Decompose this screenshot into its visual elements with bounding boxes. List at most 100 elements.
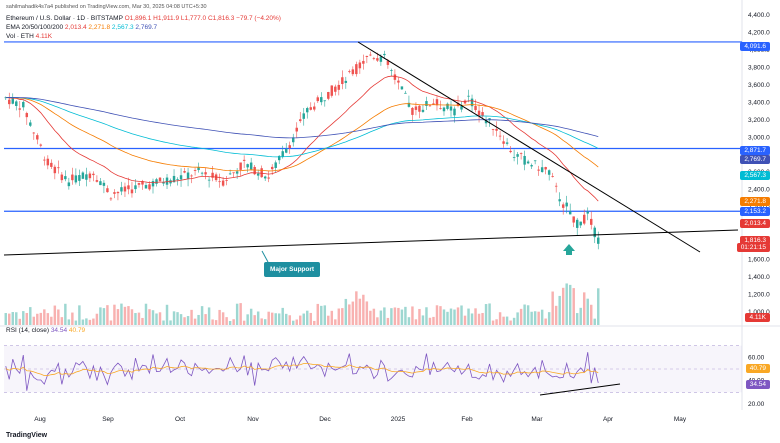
symbol-name[interactable]: Ethereum / U.S. Dollar · 1D · BITSTAMP <box>6 15 123 22</box>
descending-trendline <box>357 41 701 253</box>
candle-body <box>246 164 249 168</box>
candle-body <box>158 177 162 182</box>
volume-bar <box>442 309 446 325</box>
volume-bar <box>281 307 284 325</box>
candle-body <box>449 106 453 111</box>
candle-body <box>327 91 330 99</box>
candle-body <box>590 218 593 225</box>
volume-bar <box>11 312 14 325</box>
candle-body <box>516 154 519 157</box>
candle-body <box>365 55 369 57</box>
volume-bar <box>25 312 29 325</box>
volume-bar <box>29 307 32 325</box>
volume-bar <box>211 319 214 325</box>
time-tick: 2025 <box>391 416 406 423</box>
volume-bar <box>92 318 95 325</box>
price-tick: 3,200.0 <box>748 117 770 124</box>
candle-body <box>225 180 228 181</box>
candle-body <box>379 56 383 62</box>
volume-bar <box>120 303 123 325</box>
volume-bar <box>344 298 348 325</box>
volume-bar <box>446 311 449 325</box>
candle-body <box>183 171 186 173</box>
volume-bar <box>193 318 197 325</box>
volume-bar <box>32 316 36 325</box>
volume-bar <box>327 315 330 325</box>
rsi-legend[interactable]: RSI (14, close) 34.54 40.79 <box>6 327 85 334</box>
candle-body <box>453 108 456 116</box>
volume-bar <box>232 319 235 325</box>
volume-bar <box>214 320 218 325</box>
candle-body <box>358 62 362 69</box>
rsi-divergence-line <box>539 383 621 396</box>
volume-bar <box>260 318 263 325</box>
candle-body <box>232 172 235 174</box>
price-tick: 1,400.0 <box>748 274 770 281</box>
candle-body <box>533 160 537 162</box>
candle-body <box>341 77 344 85</box>
candle-body <box>22 101 25 108</box>
volume-bar <box>397 307 400 325</box>
volume-legend[interactable]: Vol · ETH 4.11K <box>6 32 52 41</box>
candle-body <box>572 216 575 223</box>
candle-body <box>11 98 14 104</box>
candle-body <box>36 135 39 140</box>
volume-bar <box>71 312 74 325</box>
candle-body <box>176 179 179 180</box>
volume-bar <box>351 301 355 325</box>
candle-body <box>439 108 442 110</box>
volume-bar <box>239 303 242 325</box>
candle-body <box>306 108 309 113</box>
volume-bar <box>242 320 246 325</box>
candle-body <box>397 80 400 83</box>
volume-bar <box>116 309 120 325</box>
volume-bar <box>67 319 71 325</box>
ema-legend[interactable]: EMA 20/50/100/200 2,013.4 2,271.8 2,567.… <box>6 23 157 32</box>
volume-bar <box>165 304 169 325</box>
rsi-value: 34.54 <box>50 327 68 334</box>
candle-body <box>446 103 449 109</box>
volume-bar <box>179 314 183 325</box>
volume-bar <box>509 320 512 325</box>
volume-bar <box>288 315 291 325</box>
volume-bar <box>144 303 148 325</box>
volume-bar <box>554 305 558 325</box>
volume-bar <box>263 319 267 325</box>
candle-body <box>141 181 144 185</box>
volume-bar <box>277 313 281 325</box>
candle-body <box>355 64 358 75</box>
volume-bar <box>456 307 460 325</box>
volume-bar <box>362 294 365 325</box>
candle-body <box>270 166 274 170</box>
price-badge: 2,013.4 <box>740 219 770 228</box>
volume-bar <box>299 315 302 325</box>
volume-bar <box>57 309 60 325</box>
candle-body <box>113 192 116 194</box>
volume-bar <box>204 314 207 325</box>
candle-body <box>407 102 411 107</box>
volume-bar <box>404 306 407 325</box>
volume-bar <box>99 307 102 325</box>
time-tick: Sep <box>102 416 114 423</box>
candle-body <box>74 175 78 183</box>
candle-body <box>179 175 183 180</box>
candle-body <box>67 182 71 187</box>
candle-body <box>123 186 127 192</box>
volume-bar <box>253 315 256 325</box>
volume-bar <box>348 304 351 325</box>
volume-bar <box>256 311 260 325</box>
candle-body <box>162 181 165 184</box>
candle-body <box>330 85 334 96</box>
volume-bar <box>411 306 414 325</box>
volume-bar <box>60 317 64 325</box>
volume-bar <box>561 287 565 325</box>
candle-body <box>221 180 225 186</box>
volume-bar <box>495 319 498 325</box>
volume-bar <box>162 320 165 325</box>
price-tick: 1,200.0 <box>748 292 770 299</box>
price-badge: 4,091.6 <box>740 42 770 51</box>
candle-body <box>372 58 376 59</box>
candle-body <box>193 170 197 171</box>
tradingview-logo[interactable]: TradingView <box>6 432 48 439</box>
